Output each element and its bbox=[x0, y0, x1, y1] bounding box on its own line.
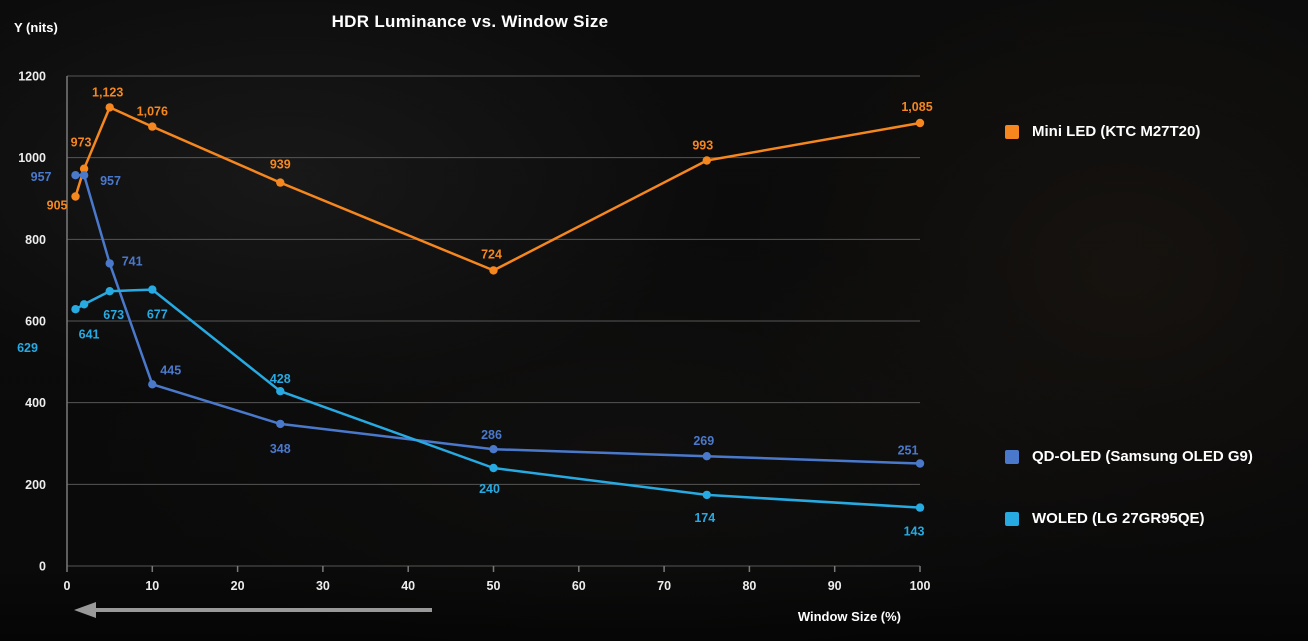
svg-text:286: 286 bbox=[481, 428, 502, 442]
svg-text:957: 957 bbox=[31, 170, 52, 184]
svg-text:1200: 1200 bbox=[18, 70, 46, 84]
svg-text:1,076: 1,076 bbox=[137, 105, 168, 119]
svg-text:973: 973 bbox=[71, 136, 92, 150]
svg-text:269: 269 bbox=[693, 434, 714, 448]
svg-text:939: 939 bbox=[270, 158, 291, 172]
x-tick-labels: 0 10 20 30 40 50 60 70 80 90 100 bbox=[64, 566, 931, 593]
svg-text:30: 30 bbox=[316, 579, 330, 593]
svg-text:641: 641 bbox=[79, 327, 100, 341]
svg-text:1,085: 1,085 bbox=[901, 100, 932, 114]
series-0: 905 973 1,123 1,076 939 724 993 1,085 bbox=[47, 85, 933, 275]
svg-text:60: 60 bbox=[572, 579, 586, 593]
svg-text:40: 40 bbox=[401, 579, 415, 593]
chart-title: HDR Luminance vs. Window Size bbox=[331, 12, 609, 31]
svg-text:50: 50 bbox=[487, 579, 501, 593]
svg-text:174: 174 bbox=[694, 511, 715, 525]
svg-text:677: 677 bbox=[147, 308, 168, 322]
y-tick-labels: 0 200 400 600 800 1000 1200 bbox=[18, 70, 46, 574]
svg-text:70: 70 bbox=[657, 579, 671, 593]
svg-text:348: 348 bbox=[270, 442, 291, 456]
svg-text:80: 80 bbox=[742, 579, 756, 593]
svg-text:741: 741 bbox=[122, 254, 143, 268]
svg-text:445: 445 bbox=[160, 363, 181, 377]
svg-text:100: 100 bbox=[910, 579, 931, 593]
svg-text:905: 905 bbox=[47, 199, 68, 213]
legend-item-qd-oled: QD-OLED (Samsung OLED G9) bbox=[1005, 448, 1253, 465]
woled-swatch-icon bbox=[1005, 511, 1019, 526]
qd-oled-swatch-icon bbox=[1005, 449, 1019, 464]
svg-text:400: 400 bbox=[25, 396, 46, 410]
left-arrow bbox=[74, 602, 432, 618]
x-axis-title: Window Size (%) bbox=[797, 609, 901, 624]
svg-text:143: 143 bbox=[904, 525, 925, 539]
svg-text:600: 600 bbox=[25, 315, 46, 329]
legend-label-qd-oled: QD-OLED (Samsung OLED G9) bbox=[1032, 448, 1253, 465]
legend-label-woled: WOLED (LG 27GR95QE) bbox=[1032, 510, 1205, 527]
svg-text:240: 240 bbox=[479, 482, 500, 496]
legend-item-mini-led: Mini LED (KTC M27T20) bbox=[1005, 123, 1200, 140]
svg-text:0: 0 bbox=[39, 560, 46, 574]
svg-text:20: 20 bbox=[231, 579, 245, 593]
svg-text:251: 251 bbox=[898, 444, 919, 458]
legend-item-woled: WOLED (LG 27GR95QE) bbox=[1005, 510, 1205, 527]
svg-text:800: 800 bbox=[25, 233, 46, 247]
svg-text:1000: 1000 bbox=[18, 151, 46, 165]
svg-text:0: 0 bbox=[64, 579, 71, 593]
y-axis-title: Y (nits) bbox=[14, 20, 58, 35]
series-1: 957 957 741 445 348 286 269 251 bbox=[31, 170, 925, 468]
legend-label-mini-led: Mini LED (KTC M27T20) bbox=[1032, 123, 1201, 140]
svg-text:90: 90 bbox=[828, 579, 842, 593]
svg-text:993: 993 bbox=[692, 139, 713, 153]
svg-text:724: 724 bbox=[481, 247, 502, 261]
svg-text:673: 673 bbox=[103, 308, 124, 322]
mini-led-swatch-icon bbox=[1005, 124, 1019, 139]
svg-text:428: 428 bbox=[270, 372, 291, 386]
svg-text:200: 200 bbox=[25, 478, 46, 492]
svg-text:10: 10 bbox=[145, 579, 159, 593]
svg-text:957: 957 bbox=[100, 174, 121, 188]
svg-text:629: 629 bbox=[17, 341, 38, 355]
svg-text:1,123: 1,123 bbox=[92, 85, 123, 99]
